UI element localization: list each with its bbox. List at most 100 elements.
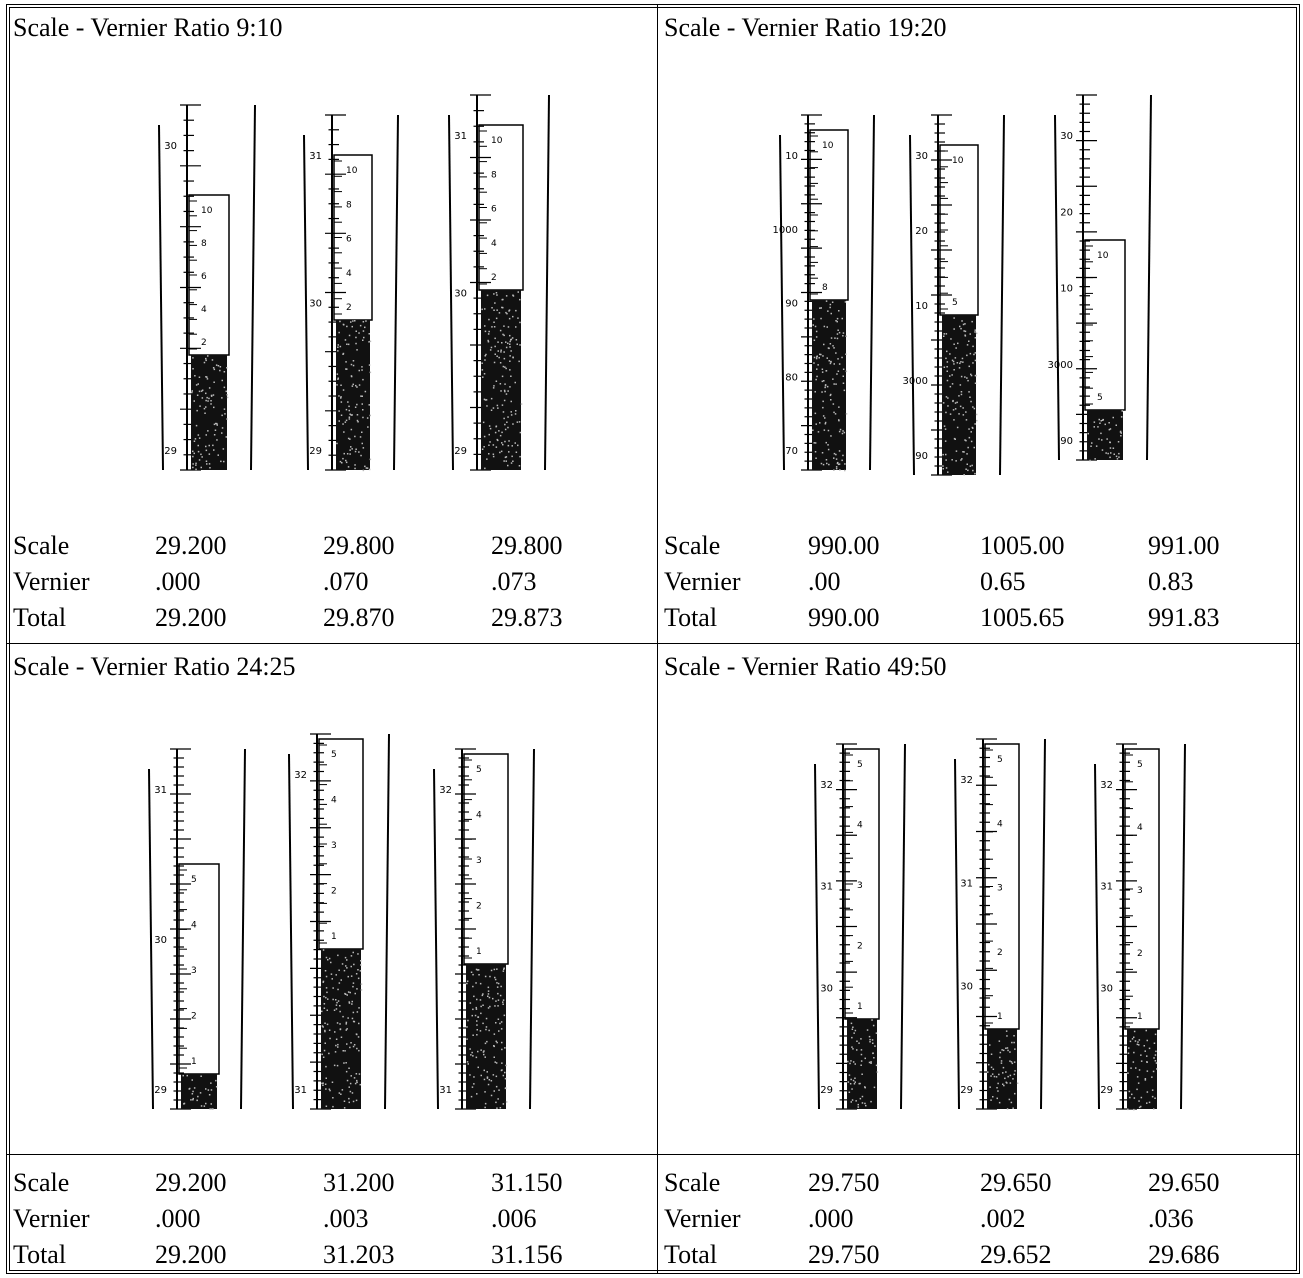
mercury-speckle (350, 363, 353, 366)
mercury-speckle (369, 458, 372, 461)
scale-mark-label: 32 (294, 770, 307, 781)
mercury-speckle (192, 357, 194, 359)
mercury-speckle (198, 390, 201, 393)
mercury-speckle (969, 465, 972, 467)
mercury-speckle (947, 405, 949, 407)
mercury-speckle (191, 1093, 194, 1095)
mercury-speckle (830, 312, 832, 315)
mercury-speckle (205, 1088, 207, 1090)
mercury-speckle (1132, 1061, 1135, 1063)
mercury-speckle (873, 1057, 875, 1059)
mercury-speckle (223, 386, 226, 389)
mercury-speckle (1154, 1054, 1157, 1056)
mercury-speckle (504, 428, 507, 431)
vernier-mark-label: 4 (857, 821, 863, 831)
mercury-speckle (1002, 1049, 1005, 1052)
mercury-column (481, 290, 521, 470)
mercury-speckle (495, 1022, 497, 1024)
mercury-speckle (993, 1075, 996, 1078)
mercury-speckle (821, 368, 824, 370)
mercury-speckle (342, 1050, 344, 1052)
mercury-speckle (1093, 421, 1096, 423)
mercury-speckle (471, 1086, 474, 1088)
mercury-speckle (828, 347, 830, 350)
mercury-speckle (369, 414, 371, 417)
mercury-speckle (496, 309, 498, 311)
mercury-speckle (514, 381, 516, 384)
mercury-speckle (1011, 1041, 1013, 1044)
mercury-speckle (871, 1019, 873, 1021)
mercury-speckle (210, 1089, 213, 1091)
mercury-speckle (968, 340, 970, 342)
mercury-speckle (1090, 445, 1092, 447)
vernier-row-label: Vernier (13, 1204, 90, 1233)
mercury-speckle (1098, 438, 1100, 440)
mercury-speckle (477, 1066, 479, 1069)
mercury-speckle (1009, 1074, 1012, 1077)
mercury-speckle (335, 1038, 338, 1040)
mercury-speckle (205, 376, 207, 378)
mercury-speckle (1143, 1045, 1145, 1047)
mercury-speckle (859, 1082, 861, 1085)
mercury-speckle (974, 359, 977, 362)
mercury-speckle (350, 375, 353, 377)
mercury-speckle (828, 360, 830, 362)
mercury-speckle (219, 366, 222, 368)
mercury-speckle (332, 1105, 334, 1108)
mercury-speckle (1146, 1039, 1148, 1042)
tube-wall (240, 748, 246, 1110)
mercury-speckle (198, 376, 201, 378)
mercury-speckle (323, 1049, 326, 1052)
mercury-speckle (200, 1075, 202, 1077)
mercury-speckle (990, 1066, 993, 1069)
mercury-speckle (345, 361, 347, 363)
mercury-speckle (838, 331, 841, 334)
mercury-speckle (946, 366, 948, 368)
mercury-speckle (964, 323, 966, 325)
mercury-speckle (481, 362, 483, 364)
mercury-speckle (339, 320, 341, 323)
vernier-row-label: Vernier (13, 567, 90, 596)
mercury-speckle (494, 337, 496, 340)
mercury-speckle (992, 1068, 995, 1070)
mercury-speckle (215, 364, 218, 366)
mercury-speckle (989, 1044, 991, 1046)
mercury-speckle (329, 1089, 331, 1092)
mercury-speckle (345, 419, 348, 422)
mercury-speckle (481, 994, 484, 997)
mercury-speckle (847, 1081, 850, 1083)
mercury-speckle (515, 326, 517, 328)
mercury-speckle (331, 1081, 334, 1083)
mercury-speckle (362, 409, 364, 411)
mercury-speckle (484, 399, 487, 401)
mercury-speckle (502, 1074, 505, 1077)
mercury-speckle (361, 431, 363, 433)
mercury-speckle (969, 333, 971, 335)
vernier-mark-label: 2 (201, 338, 207, 348)
mercury-speckle (347, 437, 350, 440)
mercury-speckle (361, 369, 363, 371)
mercury-speckle (325, 975, 328, 978)
mercury-speckle (833, 411, 835, 414)
mercury-speckle (495, 1000, 497, 1002)
mercury-speckle (974, 352, 977, 354)
mercury-speckle (347, 343, 350, 346)
mercury-speckle (355, 342, 357, 345)
mercury-speckle (355, 448, 357, 450)
mercury-speckle (1148, 1101, 1151, 1104)
mercury-speckle (497, 999, 500, 1001)
vernier-mark-label: 2 (857, 942, 863, 952)
mercury-speckle (868, 1035, 871, 1038)
mercury-speckle (221, 379, 223, 382)
mercury-speckle (355, 973, 358, 975)
mercury-speckle (337, 1000, 340, 1002)
mercury-speckle (861, 1102, 864, 1104)
scale-mark-label: 31 (439, 1085, 452, 1096)
mercury-speckle (215, 422, 217, 425)
mercury-speckle (368, 364, 371, 366)
mercury-speckle (1128, 1047, 1130, 1049)
mercury-speckle (1140, 1096, 1143, 1099)
mercury-speckle (833, 363, 835, 365)
scale-row-label: Scale (13, 531, 70, 560)
